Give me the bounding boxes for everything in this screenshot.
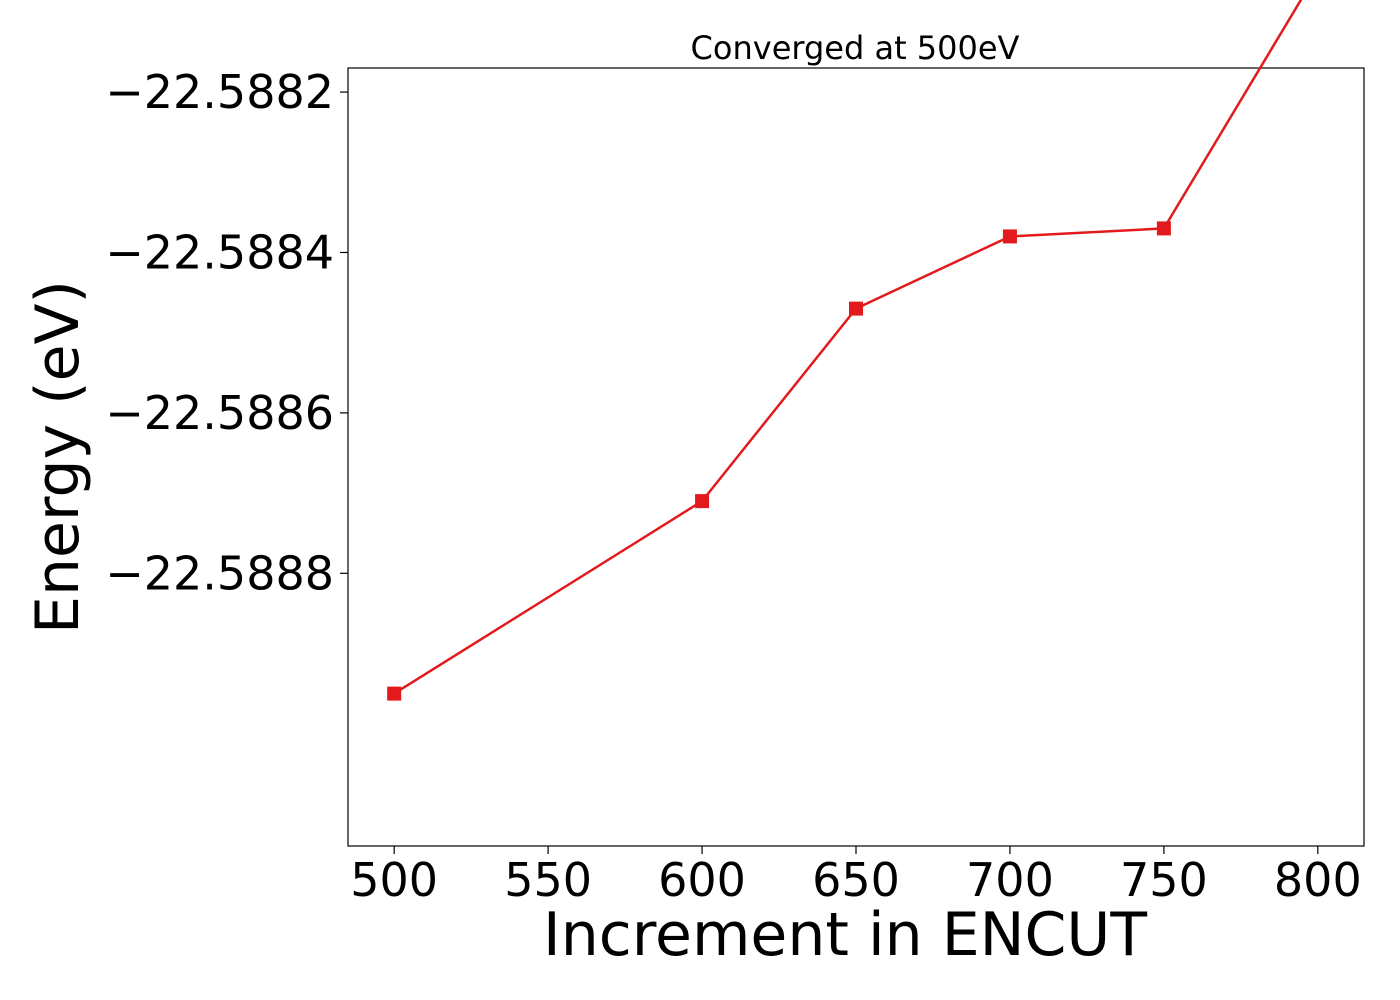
data-point-marker <box>1002 229 1017 244</box>
x-axis-ticks: 500 550 600 650 700 750 800 <box>350 846 1362 907</box>
y-tick-label: −22.5886 <box>105 386 334 440</box>
plot-area-frame <box>347 67 1365 847</box>
x-tick-label: 750 <box>1120 853 1208 907</box>
data-point-marker <box>387 686 402 701</box>
chart-title: Converged at 500eV <box>691 29 1020 67</box>
x-axis-label: Increment in ENCUT <box>543 900 1147 970</box>
data-point-marker <box>695 494 710 509</box>
x-tick-label: 700 <box>966 853 1054 907</box>
x-tick-label: 550 <box>504 853 592 907</box>
y-axis-ticks: −22.5882 −22.5884 −22.5886 −22.5888 <box>105 65 348 600</box>
x-tick-label: 650 <box>812 853 900 907</box>
y-tick-label: −22.5888 <box>105 546 334 600</box>
data-point-marker <box>1156 221 1171 236</box>
x-tick-label: 500 <box>350 853 438 907</box>
x-tick-label: 600 <box>658 853 746 907</box>
series-line <box>393 0 1303 695</box>
y-tick-label: −22.5882 <box>105 65 334 119</box>
data-point-marker <box>849 301 863 316</box>
y-axis-label: Energy (eV) <box>23 280 93 634</box>
x-tick-label: 800 <box>1274 853 1362 907</box>
y-tick-label: −22.5884 <box>105 225 334 279</box>
series-group <box>387 0 1303 701</box>
